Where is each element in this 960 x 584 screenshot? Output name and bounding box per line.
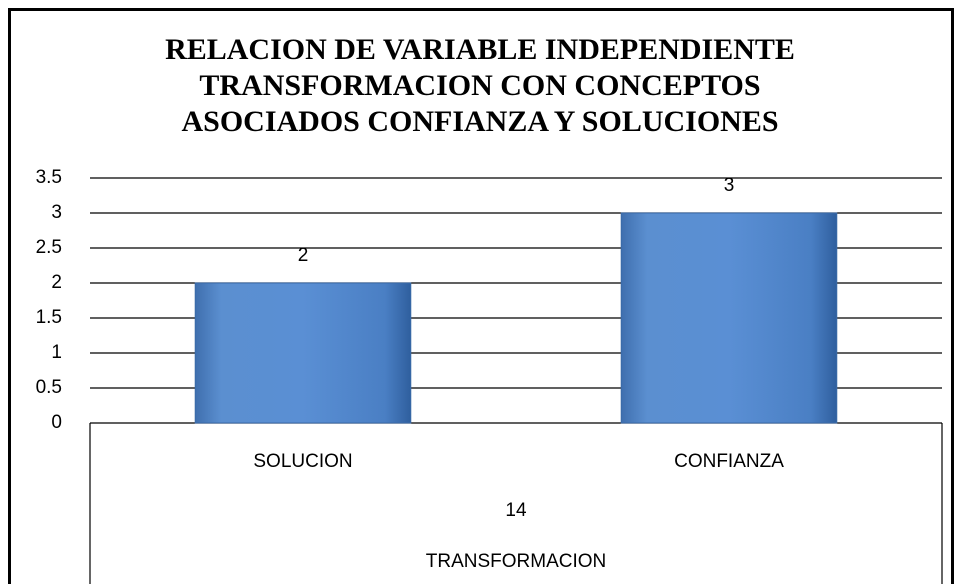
y-tick-label: 1 — [51, 342, 62, 363]
y-tick-label: 2 — [51, 272, 62, 293]
x-tick-label: CONFIANZA — [674, 451, 784, 472]
y-tick-label: 1.5 — [36, 307, 62, 328]
chart-title: ASOCIADOS CONFIANZA Y SOLUCIONES — [181, 105, 778, 138]
data-label: 2 — [298, 245, 309, 266]
category-group-label: 14 — [505, 500, 527, 521]
y-tick-label: 2.5 — [36, 237, 62, 258]
chart-title: TRANSFORMACION CON CONCEPTOS — [199, 69, 760, 102]
category-group-label: TRANSFORMACION — [426, 551, 607, 572]
x-tick-label: SOLUCION — [253, 451, 352, 472]
y-tick-label: 3.5 — [36, 167, 62, 188]
bar — [194, 282, 412, 424]
data-label: 3 — [724, 175, 735, 196]
y-tick-label: 0 — [51, 412, 62, 433]
y-tick-label: 0.5 — [36, 377, 62, 398]
y-tick-label: 3 — [51, 202, 62, 223]
bar — [620, 212, 838, 424]
chart-title: RELACION DE VARIABLE INDEPENDIENTE — [165, 33, 795, 66]
